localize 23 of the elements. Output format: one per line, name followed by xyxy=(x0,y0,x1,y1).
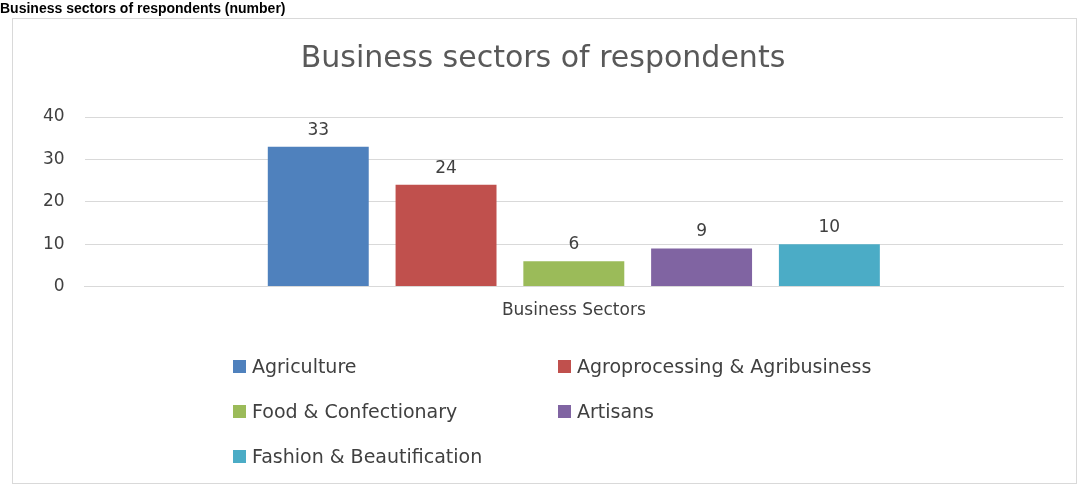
chart-title: Business sectors of respondents xyxy=(300,38,786,74)
y-tick-label: 0 xyxy=(53,275,65,296)
y-tick-label: 20 xyxy=(42,190,65,211)
legend-label: Agroprocessing & Agribusiness xyxy=(577,355,872,377)
legend-label: Agriculture xyxy=(252,355,357,377)
bar xyxy=(778,244,880,287)
bar xyxy=(267,146,369,287)
y-tick-label: 30 xyxy=(42,147,65,168)
data-label: 33 xyxy=(307,118,330,139)
legend-label: Food & Confectionary xyxy=(252,400,458,422)
data-label: 9 xyxy=(696,220,707,241)
bar xyxy=(651,248,753,287)
y-tick-label: 10 xyxy=(42,232,65,253)
data-label: 10 xyxy=(818,216,841,237)
bar xyxy=(523,261,625,287)
text: Business sectors of respondents (number) xyxy=(0,0,286,16)
data-label: 6 xyxy=(568,233,580,254)
x-tick-label: Business Sectors xyxy=(501,299,646,320)
legend-label: Fashion & Beautification xyxy=(252,445,483,467)
bar xyxy=(395,184,497,287)
legend-label: Artisans xyxy=(577,400,655,422)
data-label: 24 xyxy=(435,156,457,177)
y-tick-label: 40 xyxy=(42,105,65,126)
